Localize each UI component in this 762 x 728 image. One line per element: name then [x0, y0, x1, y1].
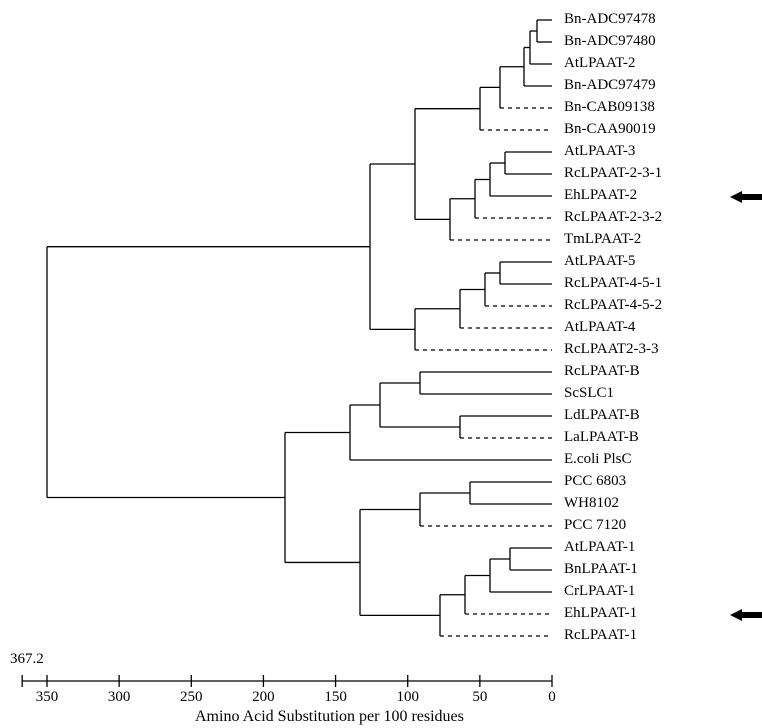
leaf-label: BnLPAAT-1: [564, 562, 638, 577]
leaf-label: AtLPAAT-3: [564, 144, 635, 159]
leaf-label: EhLPAAT-2: [564, 188, 637, 203]
leaf-label: Bn-ADC97479: [564, 78, 656, 93]
axis-tick-label: 50: [472, 689, 487, 706]
axis-tick-label: 100: [396, 689, 419, 706]
leaf-label: RcLPAAT-4-5-1: [564, 276, 662, 291]
axis-tick-label: 200: [252, 689, 275, 706]
leaf-label: Bn-ADC97478: [564, 12, 656, 27]
leaf-label: PCC 7120: [564, 518, 626, 533]
axis-tick-label: 250: [180, 689, 203, 706]
leaf-label: AtLPAAT-1: [564, 540, 635, 555]
leaf-label: AtLPAAT-4: [564, 320, 635, 335]
leaf-label: LdLPAAT-B: [564, 408, 640, 423]
leaf-label: E.coli PlsC: [564, 452, 632, 467]
axis-tick-label: 0: [548, 689, 556, 706]
scale-max-label: 367.2: [10, 651, 44, 668]
axis-tick-label: 150: [324, 689, 347, 706]
leaf-label: RcLPAAT2-3-3: [564, 342, 658, 357]
leaf-label: ScSLC1: [564, 386, 614, 401]
leaf-label: WH8102: [564, 496, 619, 511]
leaf-label: AtLPAAT-2: [564, 56, 635, 71]
leaf-label: AtLPAAT-5: [564, 254, 635, 269]
leaf-label: Bn-CAA90019: [564, 122, 656, 137]
leaf-label: RcLPAAT-2-3-1: [564, 166, 662, 181]
leaf-label: RcLPAAT-B: [564, 364, 640, 379]
leaf-label: PCC 6803: [564, 474, 626, 489]
axis-tick-label: 350: [36, 689, 59, 706]
axis-tick-label: 300: [108, 689, 131, 706]
leaf-label: Bn-CAB09138: [564, 100, 655, 115]
leaf-label: Bn-ADC97480: [564, 34, 656, 49]
leaf-label: TmLPAAT-2: [564, 232, 641, 247]
leaf-label: EhLPAAT-1: [564, 606, 637, 621]
leaf-label: CrLPAAT-1: [564, 584, 635, 599]
axis-title: Amino Acid Substitution per 100 residues: [195, 708, 464, 726]
leaf-label: RcLPAAT-4-5-2: [564, 298, 662, 313]
leaf-label: LaLPAAT-B: [564, 430, 639, 445]
leaf-label: RcLPAAT-2-3-2: [564, 210, 662, 225]
phylo-figure: Bn-ADC97478 Bn-ADC97480 AtLPAAT-2 Bn-ADC974…: [0, 0, 762, 728]
leaf-label: RcLPAAT-1: [564, 628, 637, 643]
